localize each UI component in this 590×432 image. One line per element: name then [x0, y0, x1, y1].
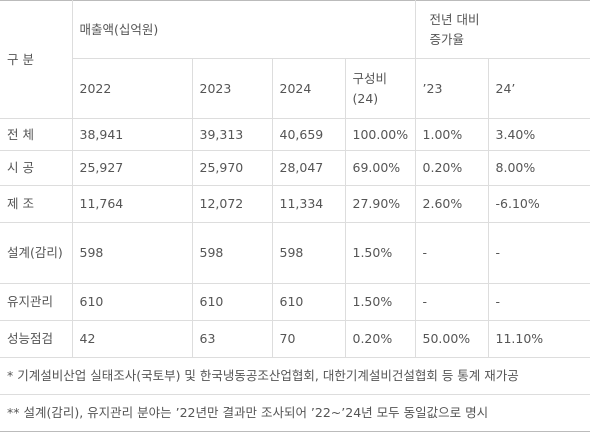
table-cell: 8.00%: [487, 150, 590, 186]
table-cell: -: [487, 222, 590, 284]
table-cell: 0.20%: [344, 320, 416, 358]
table-cell: -: [414, 222, 489, 284]
table-cell: 12,072: [191, 185, 273, 223]
table-cell: 42: [71, 320, 193, 358]
table-cell: 11,334: [271, 185, 346, 223]
table-cell: 11,764: [71, 185, 193, 223]
table-cell: 제 조: [0, 185, 73, 223]
table-row: 설계(감리) 598 598 598 1.50% - -: [0, 222, 590, 284]
table-cell: 27.90%: [344, 185, 416, 223]
table-cell: 40,659: [271, 118, 346, 151]
table-cell: 598: [71, 222, 193, 284]
table-cell: 38,941: [71, 118, 193, 151]
header-cell: 2023: [191, 58, 273, 119]
header-cell: 구성비 (24): [344, 58, 416, 119]
table-cell: 0.20%: [414, 150, 489, 186]
table-cell: 28,047: [271, 150, 346, 186]
header-cell: 전년 대비 증가율: [414, 0, 590, 59]
table-cell: 70: [271, 320, 346, 358]
table-cell: 전 체: [0, 118, 73, 151]
table-cell: 11.10%: [487, 320, 590, 358]
table-cell: 63: [191, 320, 273, 358]
header-cell: 매출액(십억원): [71, 0, 416, 59]
note-row: ** 설계(감리), 유지관리 분야는 ’22년만 결과만 조사되어 ’22~’…: [0, 394, 590, 432]
footnote: * 기계설비산업 실태조사(국토부) 및 한국냉동공조산업협회, 대한기계설비건…: [0, 357, 590, 395]
table-cell: 39,313: [191, 118, 273, 151]
header-cell: 24’: [487, 58, 590, 119]
table-cell: 1.00%: [414, 118, 489, 151]
table-cell: 100.00%: [344, 118, 416, 151]
table-cell: 성능점검: [0, 320, 73, 358]
footnote: ** 설계(감리), 유지관리 분야는 ’22년만 결과만 조사되어 ’22~’…: [0, 394, 590, 432]
table-cell: 25,970: [191, 150, 273, 186]
table-cell: 설계(감리): [0, 222, 73, 284]
note-row: * 기계설비산업 실태조사(국토부) 및 한국냉동공조산업협회, 대한기계설비건…: [0, 357, 590, 395]
table-cell: 시 공: [0, 150, 73, 186]
table-cell: 1.50%: [344, 222, 416, 284]
table-cell: 50.00%: [414, 320, 489, 358]
table-row: 성능점검 42 63 70 0.20% 50.00% 11.10%: [0, 320, 590, 358]
table-cell: 69.00%: [344, 150, 416, 186]
table-cell: 610: [271, 283, 346, 321]
table-cell: 610: [71, 283, 193, 321]
table-cell: 2.60%: [414, 185, 489, 223]
table-cell: 598: [191, 222, 273, 284]
table-cell: 유지관리: [0, 283, 73, 321]
table-cell: 25,927: [71, 150, 193, 186]
table-row: 제 조 11,764 12,072 11,334 27.90% 2.60% -6.10%: [0, 185, 590, 223]
table-cell: -: [487, 283, 590, 321]
header-cell: ’23: [414, 58, 489, 119]
header-cell: 2024: [271, 58, 346, 119]
table-cell: -6.10%: [487, 185, 590, 223]
table-row: 유지관리 610 610 610 1.50% - -: [0, 283, 590, 321]
table-cell: 1.50%: [344, 283, 416, 321]
table-cell: 610: [191, 283, 273, 321]
table-row: 전 체 38,941 39,313 40,659 100.00% 1.00% 3.40%: [0, 118, 590, 151]
header-cell: 구 분: [0, 0, 73, 119]
header-cell: 2022: [72, 58, 193, 119]
table-cell: -: [414, 283, 489, 321]
table-cell: 3.40%: [487, 118, 590, 151]
table-cell: 598: [271, 222, 346, 284]
table-row: 시 공 25,927 25,970 28,047 69.00% 0.20% 8.00%: [0, 150, 590, 186]
